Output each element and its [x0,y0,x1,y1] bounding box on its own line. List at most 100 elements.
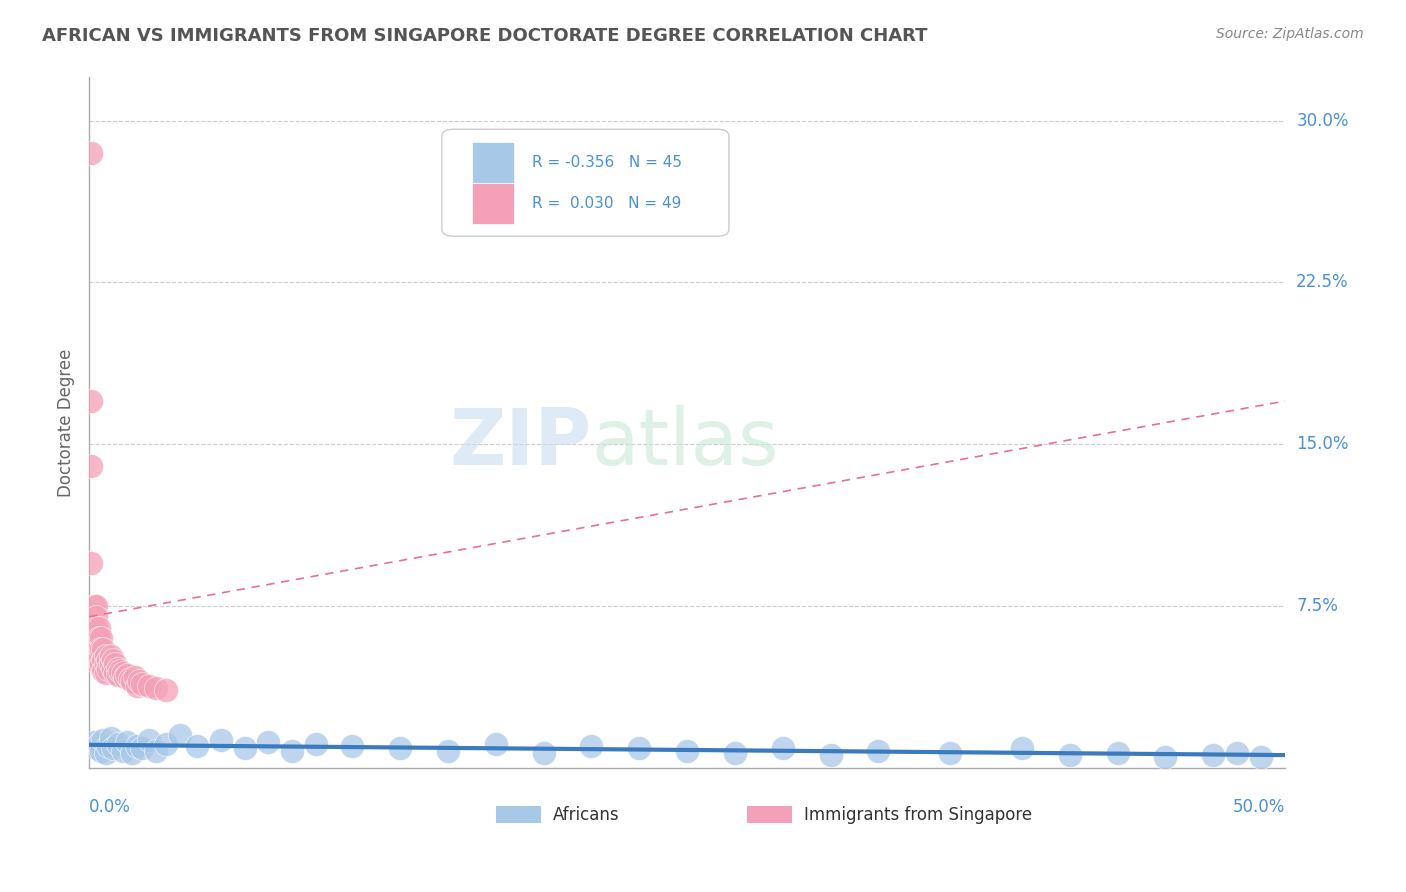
Point [155,737,177,751]
Point [100,731,122,745]
Point [108,664,131,678]
Text: 22.5%: 22.5% [1296,273,1348,292]
Point [281,743,304,757]
Text: 0.0%: 0.0% [89,798,131,816]
Point [83,599,105,613]
Point [83,642,105,657]
Text: Africans: Africans [553,805,619,823]
Text: 7.5%: 7.5% [1296,597,1339,615]
Point [107,661,129,675]
Point [114,670,136,684]
Text: R = -0.356   N = 45: R = -0.356 N = 45 [531,154,682,169]
Text: Immigrants from Singapore: Immigrants from Singapore [804,805,1032,823]
Point [87,737,110,751]
Point [84,741,107,756]
Point [93,732,115,747]
Point [131,676,153,690]
Text: atlas: atlas [592,405,779,482]
Point [97,739,120,754]
Point [90,657,112,672]
Point [186,739,208,754]
Point [305,737,328,751]
Point [104,665,127,680]
FancyBboxPatch shape [747,806,792,823]
Point [93,653,115,667]
Point [97,661,120,675]
Point [100,648,122,663]
Point [94,746,117,760]
Point [107,737,129,751]
Text: 50.0%: 50.0% [1233,798,1285,816]
Point [111,743,134,757]
Point [84,599,107,613]
Point [83,632,105,646]
Point [118,673,141,687]
Point [1250,750,1272,764]
Point [1059,747,1081,762]
Point [80,145,103,160]
Point [437,743,460,757]
Point [138,679,160,693]
Text: ZIP: ZIP [449,405,592,482]
Y-axis label: Doctorate Degree: Doctorate Degree [58,349,75,497]
Point [117,735,139,749]
Text: AFRICAN VS IMMIGRANTS FROM SINGAPORE DOCTORATE DEGREE CORRELATION CHART: AFRICAN VS IMMIGRANTS FROM SINGAPORE DOC… [42,27,928,45]
Point [93,664,115,678]
Point [1202,747,1225,762]
Point [101,661,124,675]
Point [101,653,124,667]
Point [233,741,256,756]
Point [80,394,103,409]
Point [125,739,148,754]
Point [1011,741,1033,756]
Point [533,746,555,760]
Point [121,746,143,760]
Point [100,657,122,672]
Point [131,741,153,756]
Point [124,670,146,684]
Point [97,653,120,667]
FancyBboxPatch shape [441,129,728,236]
Point [485,737,508,751]
Point [820,747,842,762]
Point [90,632,112,646]
Point [628,741,651,756]
Point [724,746,747,760]
Point [107,668,129,682]
Point [169,728,191,742]
Point [94,648,117,663]
Point [257,735,280,749]
Point [83,735,105,749]
Point [90,642,112,657]
Point [581,739,603,754]
Point [84,609,107,624]
Point [939,746,962,760]
Point [93,642,115,657]
Point [676,743,699,757]
Point [111,665,134,680]
Point [209,732,232,747]
Text: 30.0%: 30.0% [1296,112,1348,129]
FancyBboxPatch shape [472,183,513,224]
Point [155,683,177,698]
Point [125,679,148,693]
Point [87,621,110,635]
Point [1226,746,1249,760]
Point [1107,746,1129,760]
FancyBboxPatch shape [496,806,540,823]
Point [121,674,143,689]
Point [80,556,103,570]
Point [145,681,167,695]
Text: 15.0%: 15.0% [1296,435,1348,453]
Point [138,732,160,747]
Point [104,657,127,672]
Point [772,741,794,756]
Point [117,668,139,682]
Point [389,741,412,756]
Text: Source: ZipAtlas.com: Source: ZipAtlas.com [1216,27,1364,41]
Point [87,632,110,646]
Point [94,665,117,680]
Point [94,657,117,672]
Point [83,621,105,635]
Point [340,739,363,754]
